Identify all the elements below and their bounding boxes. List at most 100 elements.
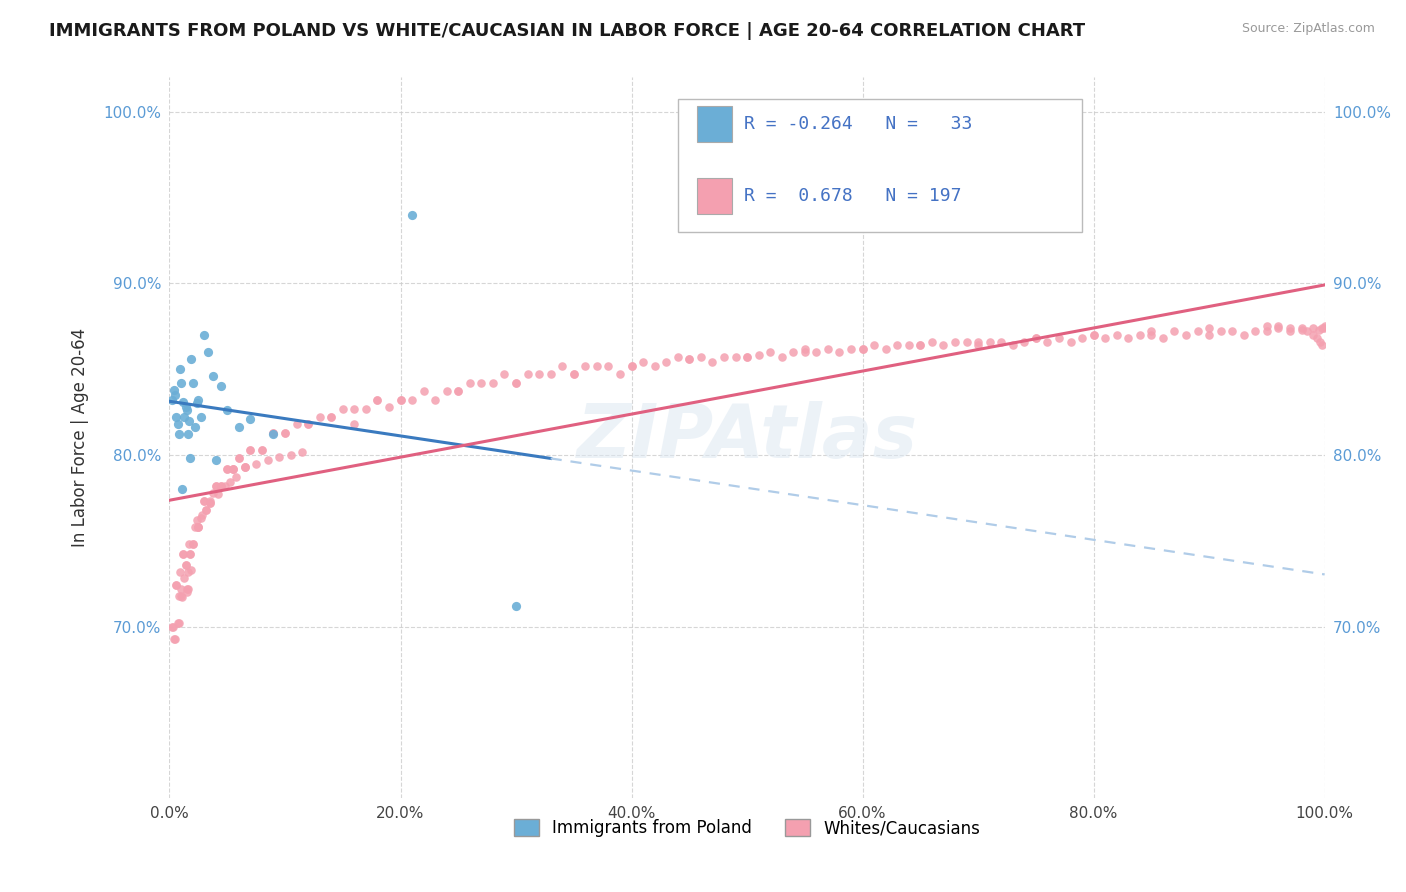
Point [202,369,225,384]
Point [1309,334,1331,349]
Point [1305,331,1327,345]
Point [167,427,190,442]
Point [354,401,377,416]
Text: ZIPAtlas: ZIPAtlas [576,401,918,475]
Point [678,351,700,366]
Point [1267,321,1289,335]
Point [1094,331,1116,345]
Point [1059,334,1081,349]
Point [187,520,209,534]
Point [586,359,609,373]
Point [620,359,643,373]
Point [713,350,735,364]
Point [239,442,262,457]
Point [172,591,194,605]
Point [505,599,527,613]
Point [222,461,245,475]
Point [724,350,747,364]
Point [770,350,793,364]
Point [921,334,943,349]
Point [250,442,273,457]
Point [174,400,197,414]
Point [332,401,354,416]
Point [228,420,250,434]
Point [1296,325,1319,339]
Point [172,548,194,562]
Point [222,461,245,475]
Point [389,392,412,407]
Point [631,355,654,369]
Point [782,345,804,359]
Point [176,585,198,599]
Point [482,376,505,390]
Point [177,582,200,596]
Point [1083,327,1105,342]
Point [979,334,1001,349]
Text: IMMIGRANTS FROM POLAND VS WHITE/CAUCASIAN IN LABOR FORCE | AGE 20-64 CORRELATION: IMMIGRANTS FROM POLAND VS WHITE/CAUCASIA… [49,22,1085,40]
Point [735,350,758,364]
Point [170,589,193,603]
Point [666,350,689,364]
Point [678,351,700,366]
Point [425,392,447,407]
Point [436,384,458,399]
Point [181,376,204,390]
Point [217,461,239,475]
Point [852,342,875,356]
Point [217,461,239,475]
Point [225,470,247,484]
Point [505,376,527,390]
Point [211,479,233,493]
Point [748,348,770,362]
Point [516,368,538,382]
Point [186,513,208,527]
Point [1163,325,1185,339]
Point [1312,321,1334,335]
Point [239,442,262,457]
Point [562,368,585,382]
Point [160,619,183,633]
Text: R = -0.264   N =   33: R = -0.264 N = 33 [744,115,972,133]
Point [174,558,197,572]
Point [793,345,815,359]
Point [250,442,273,457]
Point [297,417,319,431]
Point [274,425,297,440]
Point [447,384,470,399]
Point [174,558,197,572]
Point [197,345,219,359]
Point [163,383,186,397]
Point [1279,325,1302,339]
Point [163,632,186,646]
Point [1312,338,1334,352]
Point [262,425,284,440]
Point [910,338,932,352]
Point [291,444,314,458]
Point [1256,325,1278,339]
Point [1312,321,1334,335]
Point [181,537,204,551]
Point [828,345,851,359]
Point [204,479,226,493]
Point [233,459,256,474]
Point [863,338,886,352]
Point [955,334,977,349]
Point [343,417,366,431]
Point [160,392,183,407]
Point [198,494,221,508]
Point [193,494,215,508]
Point [198,496,221,510]
Point [179,548,201,562]
Point [207,487,229,501]
Point [378,400,401,414]
Point [179,548,201,562]
Point [218,475,240,490]
Point [494,368,516,382]
Point [233,459,256,474]
Point [1025,331,1047,345]
Point [1014,334,1036,349]
Point [886,338,908,352]
Point [1047,331,1070,345]
Point [1291,323,1313,337]
Point [233,459,256,474]
